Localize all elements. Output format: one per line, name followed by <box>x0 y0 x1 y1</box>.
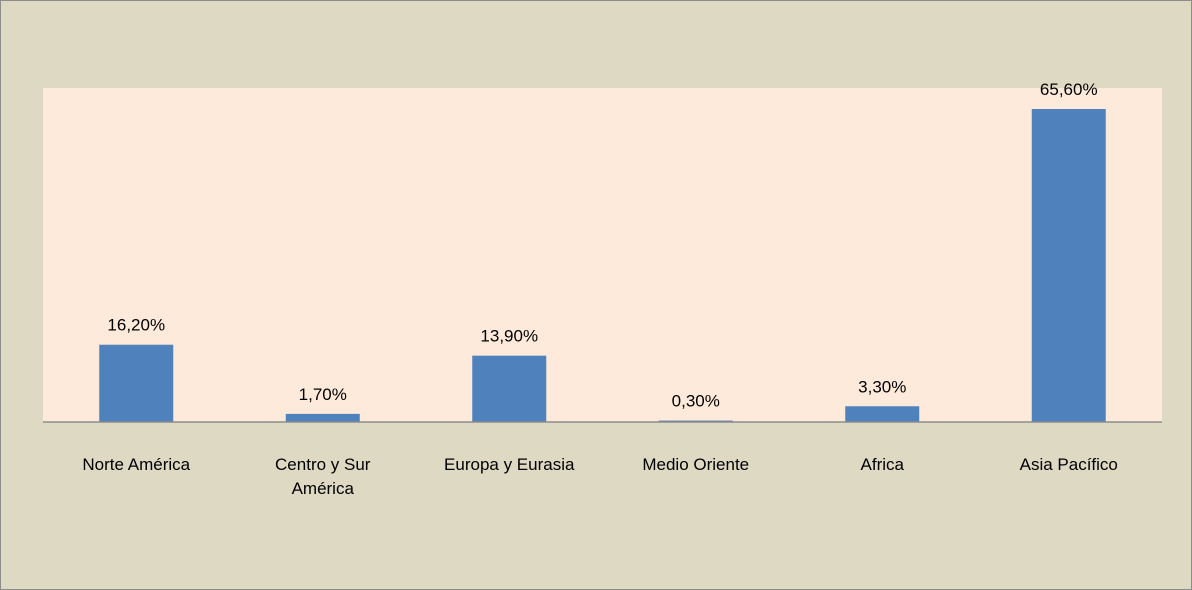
x-tick-label: Africa <box>860 455 904 474</box>
x-tick-label: Centro y Sur América <box>275 455 371 498</box>
x-tick-label: Medio Oriente <box>642 455 750 474</box>
data-label: 3,30% <box>858 377 906 396</box>
bar <box>1031 108 1106 422</box>
bar <box>99 344 174 422</box>
x-tick-label: Europa y Eurasia <box>444 455 575 474</box>
plot-area <box>43 88 1162 422</box>
data-label: 13,90% <box>480 327 538 346</box>
data-label: 16,20% <box>107 316 165 335</box>
data-label: 1,70% <box>299 385 347 404</box>
bar <box>285 413 360 422</box>
x-tick-label: Asia Pacífico <box>1019 455 1118 474</box>
data-label: 65,60% <box>1040 80 1098 99</box>
data-label: 0,30% <box>672 392 720 411</box>
bar <box>845 406 920 422</box>
x-tick-label: Norte América <box>82 455 191 474</box>
bar <box>472 355 547 422</box>
